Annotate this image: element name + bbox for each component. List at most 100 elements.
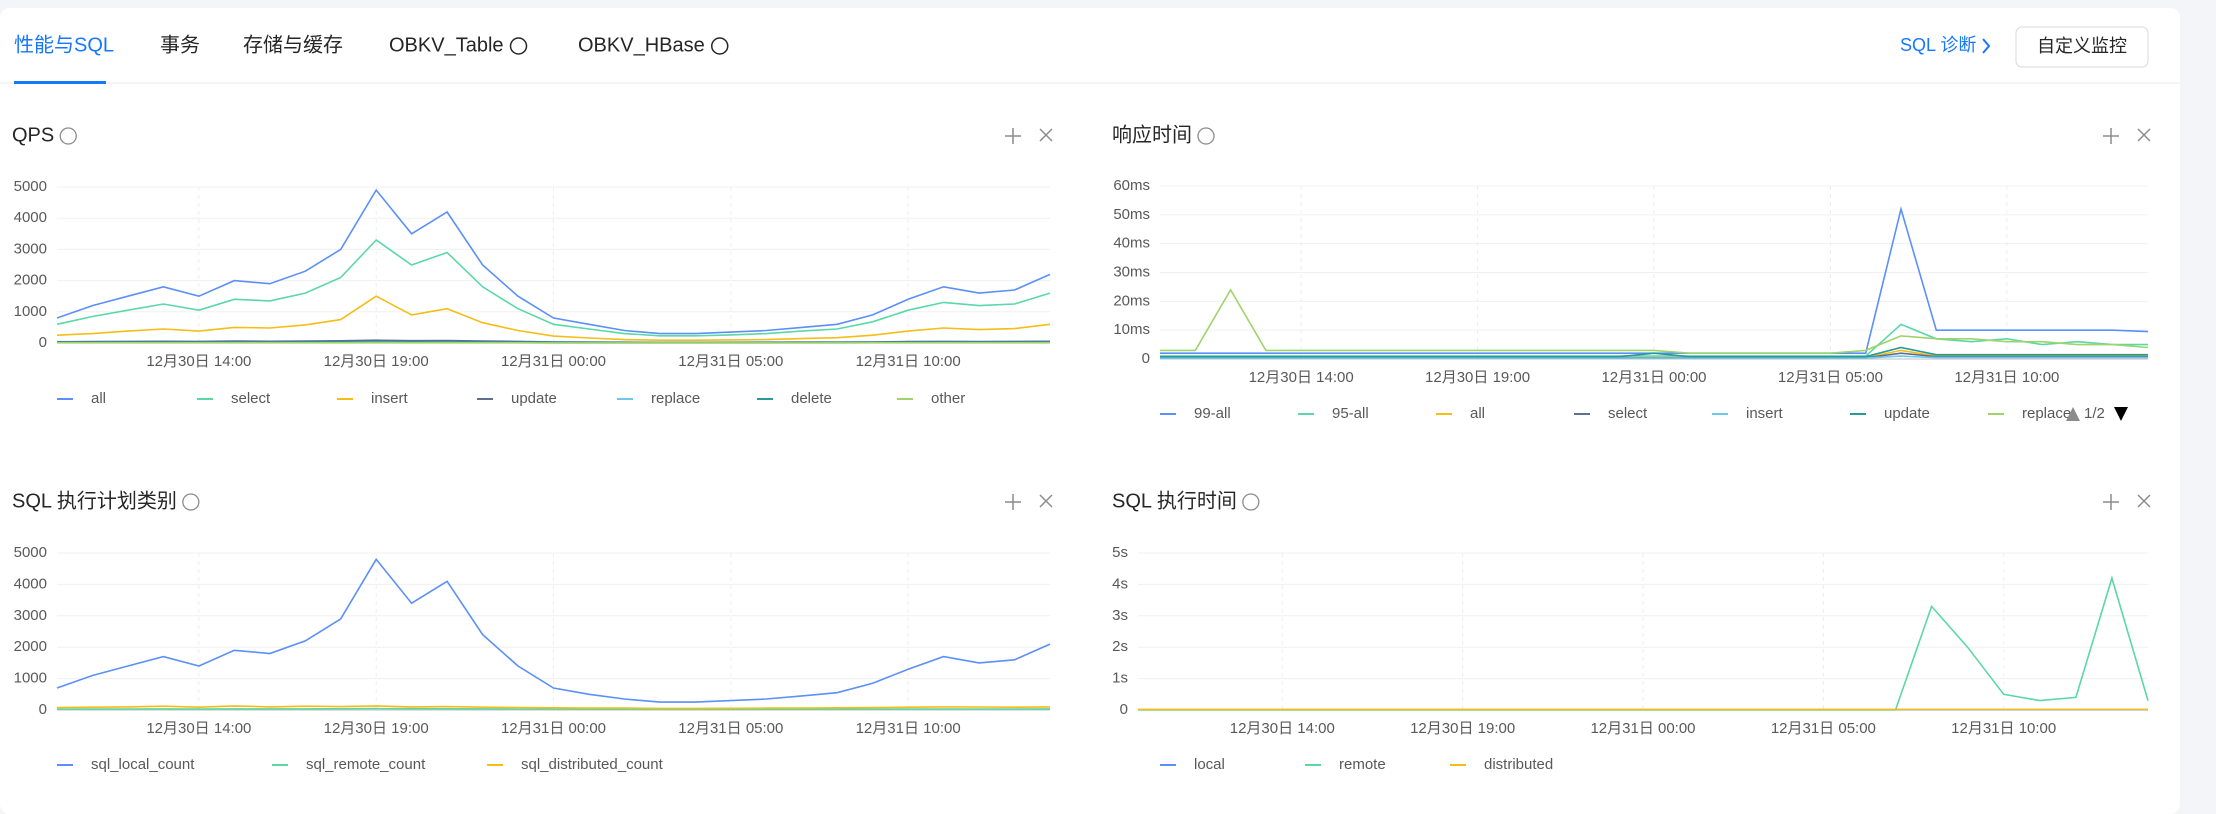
legend-label[interactable]: update (1884, 405, 1930, 422)
legend-label[interactable]: replace (651, 390, 700, 407)
x-tick-label: 12月31日 05:00 (678, 720, 783, 737)
legend-label[interactable]: remote (1339, 756, 1386, 773)
sql-diagnosis-link[interactable]: SQL 诊断 (1900, 35, 1976, 55)
fullscreen-icon[interactable] (2137, 494, 2151, 508)
fullscreen-icon[interactable] (1039, 128, 1053, 142)
legend-label[interactable]: all (1470, 405, 1485, 422)
x-tick-label: 12月30日 14:00 (1230, 720, 1335, 737)
legend-label[interactable]: distributed (1484, 756, 1553, 773)
fullscreen-icon[interactable] (1039, 494, 1053, 508)
legend-label[interactable]: replace (2022, 405, 2071, 422)
legend-label[interactable]: insert (1746, 405, 1784, 422)
legend-label[interactable]: select (231, 390, 271, 407)
series-line (56, 295, 1051, 341)
x-tick-label: 12月31日 05:00 (678, 353, 783, 370)
x-tick-label: 12月30日 19:00 (1410, 720, 1515, 737)
y-tick-label: 2000 (14, 638, 47, 655)
help-icon (1197, 127, 1215, 145)
toolbar-icon[interactable] (2103, 494, 2119, 510)
legend-label[interactable]: other (931, 390, 965, 407)
help-icon (1242, 493, 1260, 511)
series-line (56, 238, 1051, 337)
y-tick-label: 3000 (14, 240, 47, 257)
series-line (57, 707, 1051, 711)
series-line (1160, 288, 2149, 354)
x-tick-label: 12月31日 10:00 (856, 353, 961, 370)
x-tick-label: 12月31日 10:00 (856, 720, 961, 737)
x-tick-label: 12月30日 19:00 (324, 353, 429, 370)
toolbar-icon[interactable] (1005, 128, 1021, 144)
series-line (1160, 355, 2148, 359)
chart-title: QPS (12, 124, 54, 146)
toolbar-icon[interactable] (2103, 128, 2119, 144)
y-tick-label: 10ms (1113, 321, 1150, 338)
x-tick-label: 12月30日 19:00 (1425, 369, 1530, 386)
y-tick-label: 40ms (1113, 235, 1150, 252)
x-tick-label: 12月31日 00:00 (1601, 369, 1706, 386)
x-tick-label: 12月31日 05:00 (1771, 720, 1876, 737)
series-line (56, 188, 1051, 335)
tab[interactable]: 事务 (160, 33, 200, 56)
legend-prev[interactable] (2066, 407, 2080, 421)
tab[interactable]: 存储与缓存 (243, 33, 343, 56)
x-tick-label: 12月31日 00:00 (501, 720, 606, 737)
legend-label[interactable]: insert (371, 390, 409, 407)
y-tick-label: 50ms (1113, 206, 1150, 223)
y-tick-label: 60ms (1113, 177, 1150, 194)
card (0, 8, 2180, 814)
y-tick-label: 4000 (14, 209, 47, 226)
legend-label[interactable]: update (511, 390, 557, 407)
y-tick-label: 0 (1120, 701, 1128, 718)
legend-label[interactable]: 95-all (1332, 405, 1369, 422)
x-tick-label: 12月31日 00:00 (1590, 720, 1695, 737)
legend-label[interactable]: 99-all (1194, 405, 1231, 422)
tab[interactable]: OBKV_Table (389, 34, 504, 56)
x-tick-label: 12月31日 00:00 (501, 353, 606, 370)
y-tick-label: 5000 (14, 178, 47, 195)
chevron (1982, 38, 1991, 54)
x-tick-label: 12月31日 05:00 (1778, 369, 1883, 386)
y-tick-label: 5s (1112, 544, 1128, 561)
tab[interactable]: 性能与SQL (14, 33, 114, 56)
help-icon (182, 493, 200, 511)
y-tick-label: 2s (1112, 638, 1128, 655)
legend-label[interactable]: select (1608, 405, 1648, 422)
x-tick-label: 12月30日 14:00 (1249, 369, 1354, 386)
y-tick-label: 0 (1142, 350, 1150, 367)
x-tick-label: 12月31日 10:00 (1954, 369, 2059, 386)
custom-monitor-button[interactable] (2015, 26, 2149, 68)
series-line (56, 705, 1051, 710)
legend-label[interactable]: all (91, 390, 106, 407)
chart-title: 响应时间 (1112, 123, 1192, 146)
fullscreen-icon[interactable] (2137, 128, 2151, 142)
legend-label[interactable]: sql_local_count (91, 756, 195, 773)
y-tick-label: 30ms (1113, 263, 1150, 280)
legend-label[interactable]: sql_distributed_count (521, 756, 664, 773)
chart-title: SQL 执行计划类别 (12, 489, 177, 512)
help-icon (509, 37, 528, 55)
x-tick-label: 12月30日 19:00 (324, 720, 429, 737)
help-icon (710, 37, 729, 55)
series-line (56, 557, 1051, 703)
legend-label[interactable]: sql_remote_count (306, 756, 426, 773)
chart-title: SQL 执行时间 (1112, 489, 1237, 512)
toolbar-icon[interactable] (1005, 494, 1021, 510)
y-tick-label: 2000 (14, 272, 47, 289)
legend-page: 1/2 (2084, 405, 2105, 422)
y-tick-label: 1s (1112, 670, 1128, 687)
y-tick-label: 4000 (14, 575, 47, 592)
legend-next[interactable] (2114, 407, 2128, 421)
help-icon (59, 127, 77, 145)
y-tick-label: 1000 (14, 670, 47, 687)
tab[interactable]: OBKV_HBase (578, 34, 705, 56)
y-tick-label: 4s (1112, 575, 1128, 592)
y-tick-label: 0 (39, 701, 47, 718)
legend-label[interactable]: local (1194, 756, 1225, 773)
y-tick-label: 0 (39, 334, 47, 351)
x-tick-label: 12月31日 10:00 (1951, 720, 2056, 737)
active-tab-indicator (14, 81, 106, 84)
legend-label[interactable]: delete (791, 390, 832, 407)
y-tick-label: 5000 (14, 544, 47, 561)
